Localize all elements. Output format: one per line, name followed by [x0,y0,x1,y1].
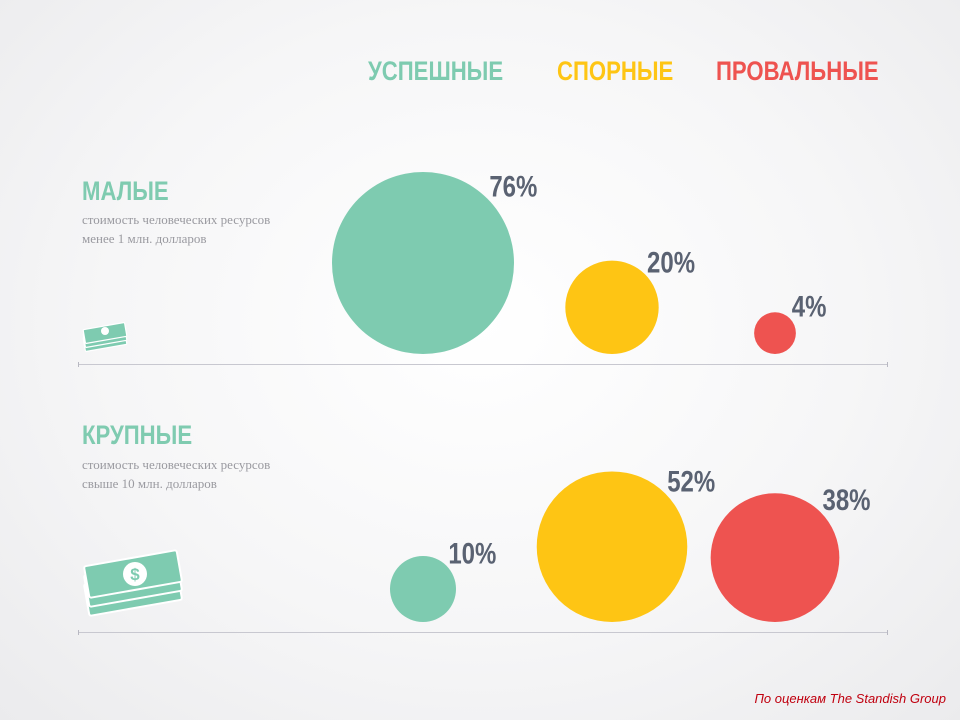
column-header-disputed: СПОРНЫЕ [557,56,674,86]
value-label-0-0: 76% [489,169,537,203]
group-title-small: МАЛЫЕ [82,176,169,206]
source-note: По оценкам The Standish Group [754,691,946,706]
baseline-small [78,362,888,367]
money-stack-large-icon: $ [83,549,183,617]
bubble-1-1 [536,471,688,622]
bubble-1-2 [710,493,840,622]
group-description-line: стоимость человеческих ресурсов [82,212,271,227]
bubble-0-2 [754,312,796,354]
baseline-large [78,630,888,635]
value-label-0-2: 4% [792,289,827,323]
group-description-line: менее 1 млн. долларов [82,231,207,246]
column-header-successful: УСПЕШНЫЕ [368,56,504,86]
value-label-1-1: 52% [667,464,715,498]
value-label-1-2: 38% [823,483,871,517]
bubble-0-1 [565,260,659,354]
money-stack-small-icon [82,322,128,352]
bubble-1-0 [389,555,457,622]
value-label-1-0: 10% [448,536,496,570]
bubble-0-0 [332,172,514,354]
value-label-0-1: 20% [647,245,695,279]
group-description-small: стоимость человеческих ресурсов менее 1 … [82,210,322,248]
group-title-large: КРУПНЫЕ [82,420,193,450]
group-description-large: стоимость человеческих ресурсов свыше 10… [82,455,322,493]
group-description-line: стоимость человеческих ресурсов [82,457,271,472]
column-header-failed: ПРОВАЛЬНЫЕ [716,56,879,86]
svg-text:$: $ [130,565,140,584]
group-description-line: свыше 10 млн. долларов [82,476,217,491]
